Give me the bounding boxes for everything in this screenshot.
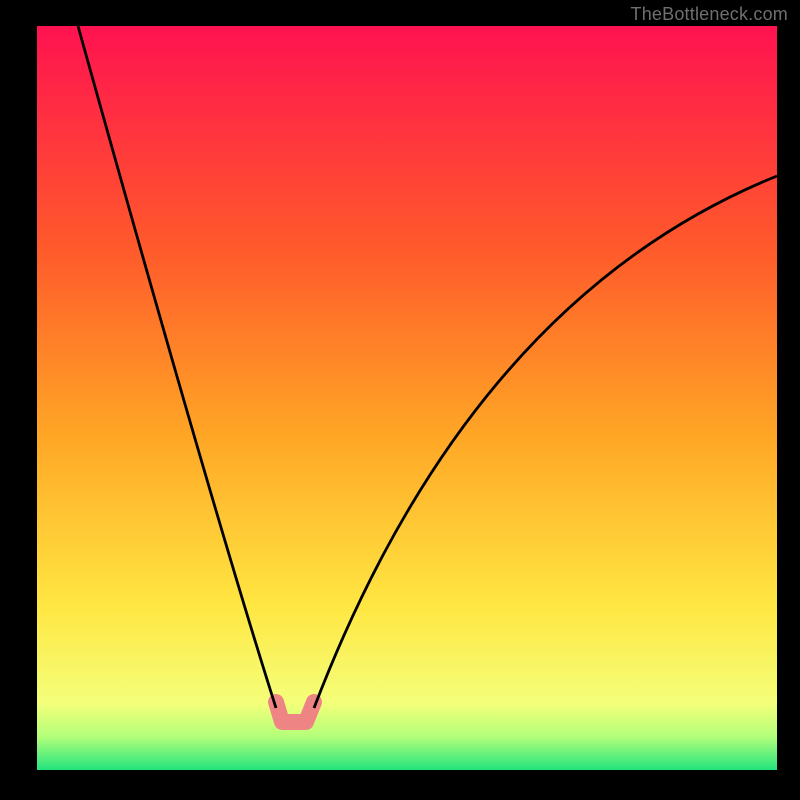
watermark-text: TheBottleneck.com (631, 4, 788, 25)
plot-gradient-background (37, 26, 777, 770)
